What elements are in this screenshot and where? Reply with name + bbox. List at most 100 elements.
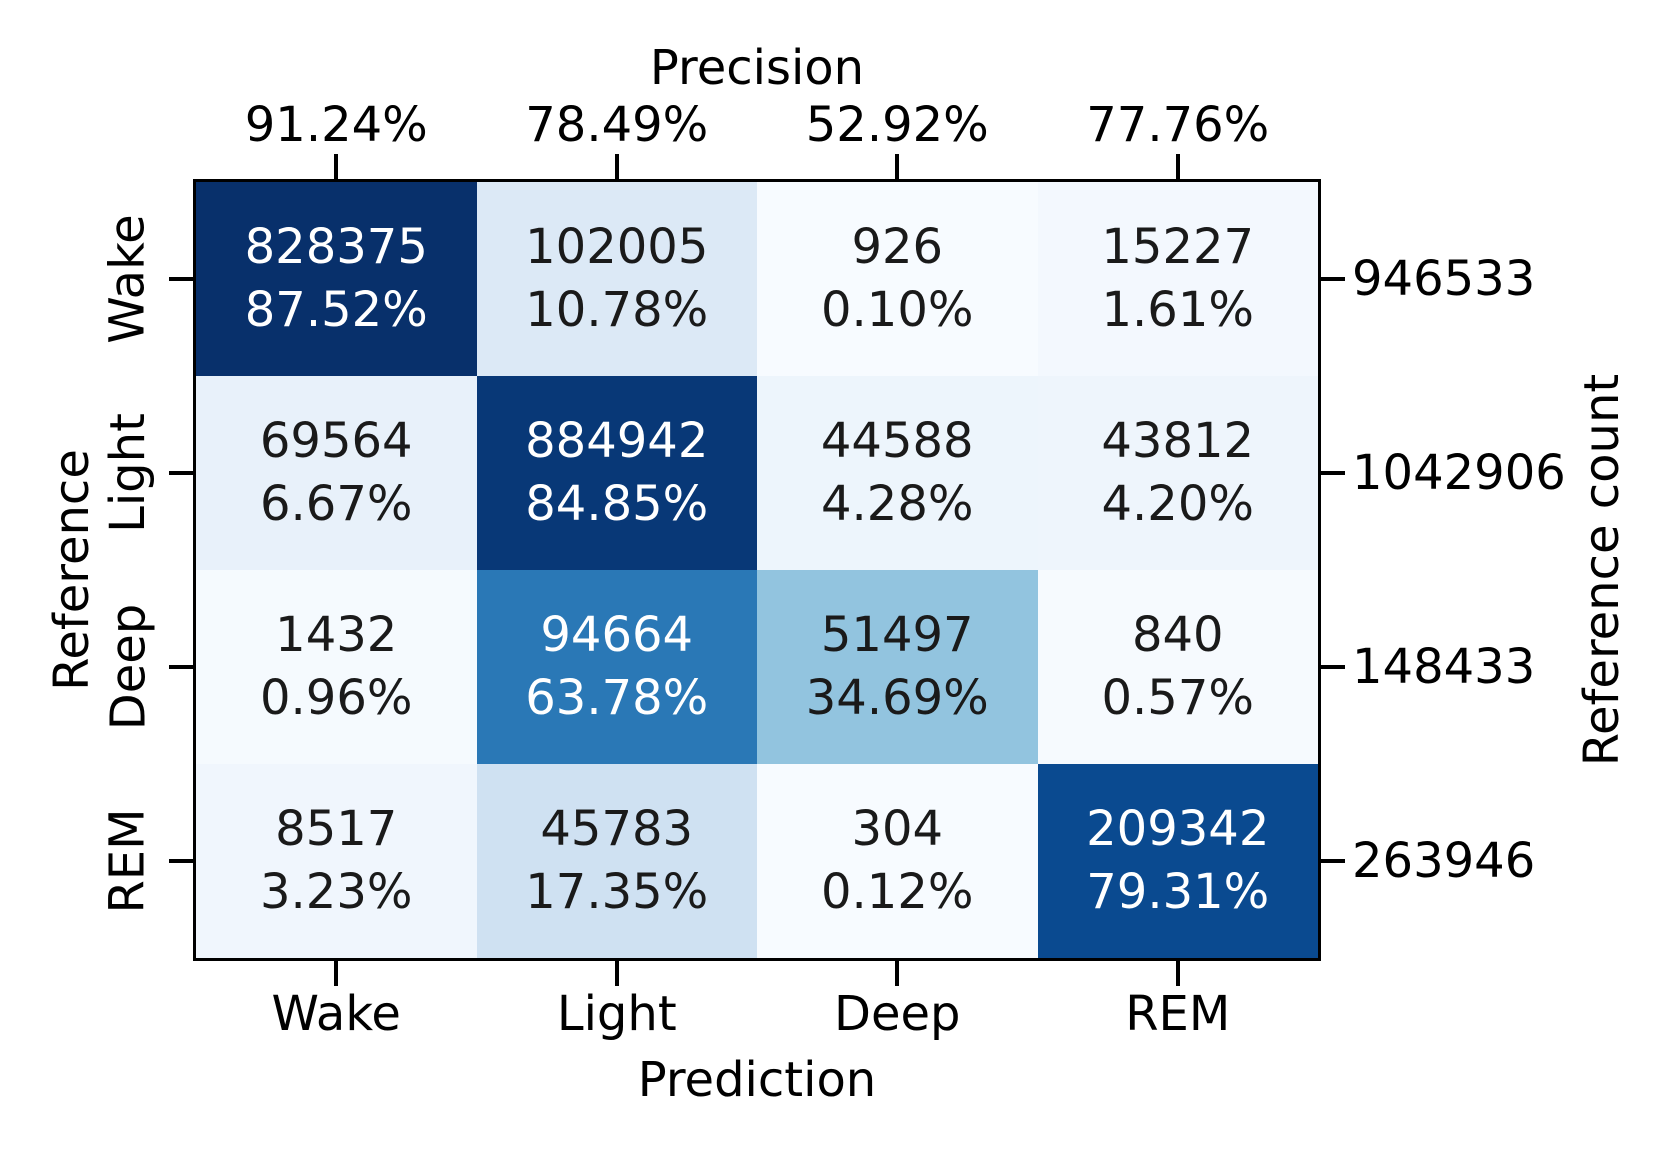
axis-tick [477,961,758,986]
cell-count: 43812 [1101,412,1255,469]
precision-tick-label-slot: 78.49% [477,96,758,154]
precision-tick-label: 77.76% [1086,97,1270,153]
axis-tick [1321,182,1345,376]
axis-tick [169,570,193,764]
reference-count-label: 1042906 [1352,445,1566,501]
bottom-axis-ticks [196,961,1318,986]
matrix-cell-wake-wake: 828375 87.52% [196,182,477,376]
matrix-cell-light-light: 884942 84.85% [476,376,757,570]
matrix-cell-rem-rem: 209342 79.31% [1037,764,1318,958]
prediction-tick-label: Light [556,986,677,1042]
cell-count: 51497 [820,606,974,663]
cell-percent: 63.78% [525,670,709,726]
cell-count: 828375 [244,218,428,275]
cell-percent: 34.69% [805,670,989,726]
matrix-cell-deep-wake: 1432 0.96% [196,570,477,764]
axis-tick [477,154,758,179]
cell-percent: 84.85% [525,476,709,532]
reference-tick-label-slot: Deep [96,570,160,764]
bottom-axis-title: Prediction [637,1052,877,1108]
matrix-cell-rem-light: 45783 17.35% [476,764,757,958]
axis-tick [1038,961,1319,986]
left-axis-ticks [169,182,193,958]
precision-tick-labels: 91.24% 78.49% 52.92% 77.76% [196,96,1318,154]
cell-percent: 0.96% [260,670,413,726]
prediction-tick-label: Wake [271,986,401,1042]
matrix-cell-wake-light: 102005 10.78% [476,182,757,376]
reference-count-label-slot: 946533 [1352,182,1612,376]
reference-tick-label: Light [100,413,157,533]
cell-percent: 17.35% [525,864,709,920]
precision-tick-label: 91.24% [244,97,428,153]
axis-tick [757,961,1038,986]
cell-count: 1432 [275,606,398,663]
prediction-tick-label-slot: Light [477,985,758,1043]
cell-count: 69564 [259,412,413,469]
top-axis-title: Precision [649,40,865,96]
axis-tick [196,154,477,179]
precision-tick-label: 78.49% [525,97,709,153]
axis-tick [757,154,1038,179]
precision-tick-label: 52.92% [805,97,989,153]
top-axis-ticks [196,154,1318,179]
matrix-cell-deep-light: 94664 63.78% [476,570,757,764]
matrix-grid: 828375 87.52% 102005 10.78% 926 0.10% 15227 1.6… [193,179,1321,961]
reference-count-label-slot: 1042906 [1352,376,1612,570]
cell-count: 15227 [1101,218,1255,275]
axis-tick [169,764,193,958]
reference-count-label-slot: 263946 [1352,764,1612,958]
cell-percent: 0.57% [1101,670,1254,726]
right-axis-ticks [1321,182,1345,958]
reference-count-label: 263946 [1352,833,1536,889]
cell-count: 209342 [1086,800,1270,857]
left-tick-labels: Wake Light Deep REM [96,182,160,958]
matrix-cell-deep-deep: 51497 34.69% [757,570,1038,764]
reference-tick-label-slot: Light [96,376,160,570]
reference-tick-label-slot: Wake [96,182,160,376]
prediction-tick-labels: Wake Light Deep REM [196,985,1318,1043]
prediction-tick-label-slot: REM [1038,985,1319,1043]
reference-tick-label: REM [100,808,156,914]
precision-tick-label-slot: 91.24% [196,96,477,154]
cell-percent: 0.12% [821,864,974,920]
right-axis-title: Reference count [1574,373,1630,767]
matrix-cell-rem-deep: 304 0.12% [757,764,1038,958]
prediction-tick-label: Deep [834,986,961,1042]
cell-percent: 4.28% [821,476,974,532]
cell-count: 884942 [525,412,709,469]
cell-percent: 6.67% [260,476,413,532]
reference-tick-label: Wake [100,214,157,344]
reference-count-label: 148433 [1352,639,1536,695]
matrix-cell-wake-deep: 926 0.10% [757,182,1038,376]
cell-percent: 10.78% [525,282,709,338]
matrix-cell-rem-wake: 8517 3.23% [196,764,477,958]
axis-tick [1038,154,1319,179]
cell-count: 8517 [275,800,398,857]
axis-tick [196,961,477,986]
precision-tick-label-slot: 52.92% [757,96,1038,154]
axis-tick [169,182,193,376]
prediction-tick-label-slot: Wake [196,985,477,1043]
matrix-cell-light-wake: 69564 6.67% [196,376,477,570]
reference-tick-label-slot: REM [96,764,160,958]
cell-percent: 3.23% [260,864,413,920]
cell-count: 102005 [525,218,709,275]
prediction-tick-label-slot: Deep [757,985,1038,1043]
axis-tick [169,376,193,570]
cell-percent: 4.20% [1101,476,1254,532]
matrix-cell-wake-rem: 15227 1.61% [1037,182,1318,376]
matrix-cell-light-deep: 44588 4.28% [757,376,1038,570]
cell-percent: 1.61% [1101,282,1254,338]
cell-percent: 79.31% [1086,864,1270,920]
cell-percent: 0.10% [821,282,974,338]
cell-count: 304 [851,800,944,857]
cell-count: 45783 [540,800,694,857]
cell-count: 94664 [540,606,694,663]
matrix-cell-light-rem: 43812 4.20% [1037,376,1318,570]
prediction-tick-label: REM [1125,986,1231,1042]
reference-tick-label: Deep [100,603,156,731]
cell-percent: 87.52% [244,282,428,338]
reference-count-label: 946533 [1352,251,1536,307]
precision-tick-label-slot: 77.76% [1038,96,1319,154]
